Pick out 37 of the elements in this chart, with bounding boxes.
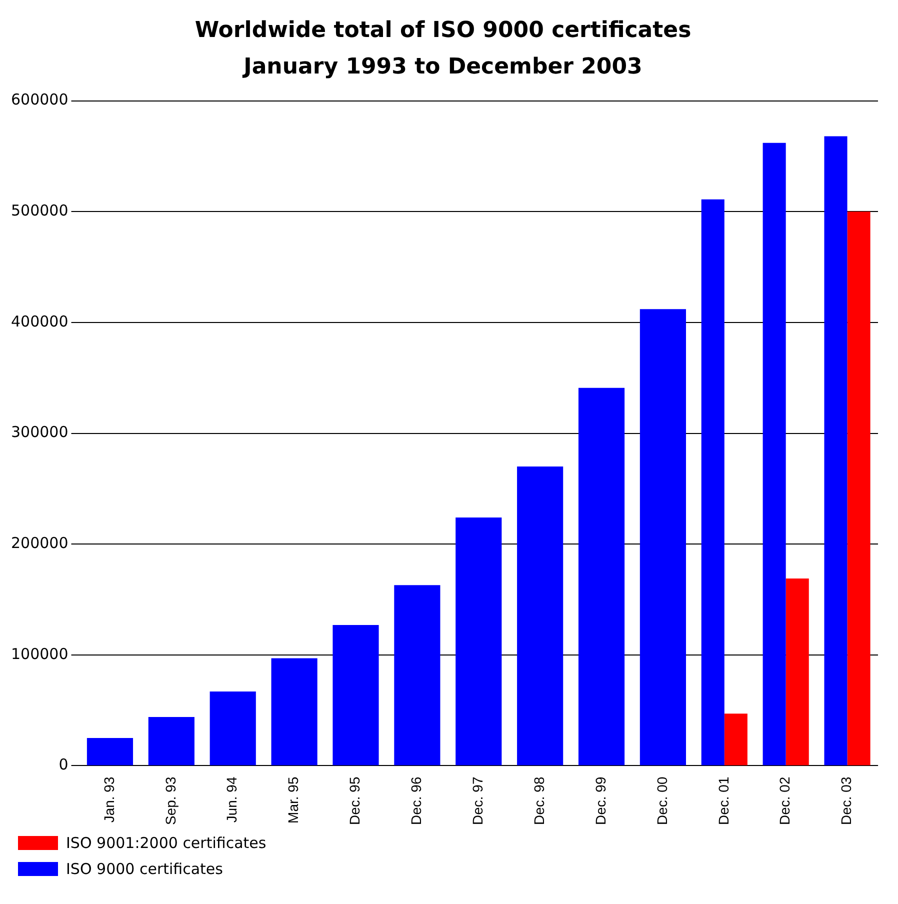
chart-title: Worldwide total of ISO 9000 certificates [194,18,692,43]
x-tick-label: Dec. 00 [654,776,670,825]
bar [271,658,318,766]
x-tick-label: Dec. 99 [592,776,608,825]
x-tick-label: Mar. 95 [285,776,302,824]
bar [640,309,686,766]
bar [456,517,502,766]
y-tick-label: 100000 [10,644,68,663]
x-tick-label: Dec. 01 [715,776,732,825]
chart-subtitle: January 1993 to December 2003 [242,54,642,80]
x-tick-label: Dec. 95 [346,776,363,825]
x-tick-label: Dec. 02 [776,776,793,825]
bar [847,212,870,766]
x-tick-label: Sep. 93 [162,776,178,826]
y-tick-label: 400000 [10,312,68,330]
bar [578,388,625,766]
bar [210,691,256,766]
bar [517,466,564,766]
y-tick-label: 500000 [10,202,68,220]
x-tick-label: Dec. 97 [469,776,486,825]
x-tick-label: Dec. 96 [408,776,424,825]
legend-label: ISO 9001:2000 certificates [66,834,266,852]
legend-label: ISO 9000 certificates [66,860,223,878]
y-tick-label: 600000 [10,90,68,109]
y-tick-label: 300000 [10,423,68,442]
y-tick-label: 0 [58,756,68,774]
bar [148,716,194,766]
bar [332,624,379,766]
x-tick-label: Jun. 94 [224,776,240,823]
bar [86,738,134,766]
x-tick-label: Dec. 98 [530,776,547,825]
y-tick-label: 200000 [10,534,68,552]
x-tick-label: Dec. 03 [838,776,854,825]
bar [394,585,440,766]
bar [786,578,809,766]
x-tick-label: Jan. 93 [100,776,117,823]
bar [724,714,748,766]
